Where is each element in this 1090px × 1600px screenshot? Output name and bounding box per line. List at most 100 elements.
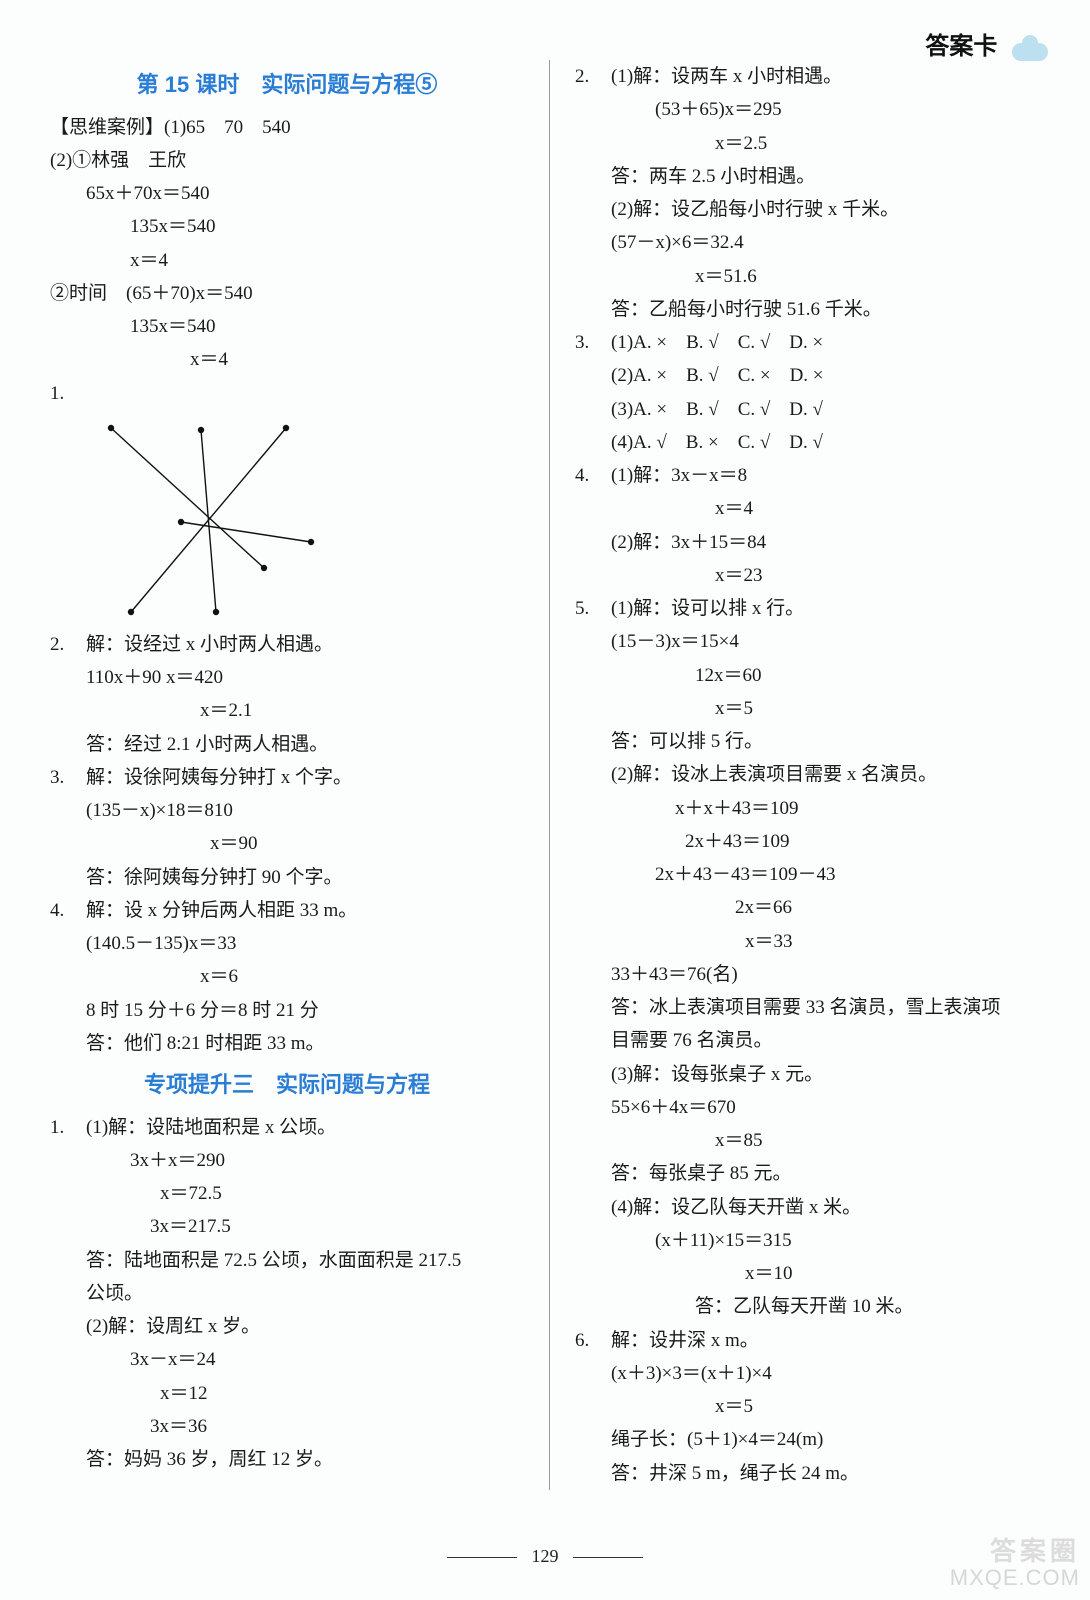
item-number: 4. — [50, 894, 86, 927]
text-line: (2)①林强 王欣 — [50, 144, 524, 177]
answer-line: 答：陆地面积是 72.5 公顷，水面面积是 217.5 — [50, 1244, 524, 1277]
equation-line: x＝12 — [50, 1377, 524, 1410]
equation-line: (15－3)x＝15×4 — [575, 625, 1050, 658]
left-column: 第 15 课时 实际问题与方程⑤ 【思维案例】(1)65 70 540 (2)①… — [50, 60, 550, 1490]
equation-line: (1)解：3x－x＝8 — [611, 459, 1050, 492]
text-line: (2)解：设乙船每小时行驶 x 千米。 — [575, 193, 1050, 226]
equation-line: 135x＝540 — [50, 310, 524, 343]
tf-line: (2)A. × B. √ C. × D. × — [575, 359, 1050, 392]
item-number: 3. — [50, 761, 86, 794]
equation-line: x＝5 — [575, 692, 1050, 725]
answer-line: 答：妈妈 36 岁，周红 12 岁。 — [50, 1443, 524, 1476]
section-title-2: 专项提升三 实际问题与方程 — [50, 1066, 524, 1105]
text-line: 解：设经过 x 小时两人相遇。 — [86, 628, 524, 661]
answer-line: 答：冰上表演项目需要 33 名演员，雪上表演项 — [575, 991, 1050, 1024]
item-number: 2. — [50, 628, 86, 661]
item-number: 1. — [50, 377, 86, 410]
equation-line: 绳子长：(5＋1)×4＝24(m) — [575, 1423, 1050, 1456]
question-3: 3. 解：设徐阿姨每分钟打 x 个字。 — [50, 761, 524, 794]
cloud-icon — [1010, 35, 1050, 61]
equation-line: x＝4 — [50, 343, 524, 376]
equation-line: 3x－x＝24 — [50, 1343, 524, 1376]
siwei-line: 【思维案例】(1)65 70 540 — [50, 111, 524, 144]
item-number: 4. — [575, 459, 611, 492]
answer-line: 答：井深 5 m，绳子长 24 m。 — [575, 1457, 1050, 1490]
equation-line: 12x＝60 — [575, 659, 1050, 692]
answer-line: 答：可以排 5 行。 — [575, 725, 1050, 758]
equation-line: 33＋43＝76(名) — [575, 958, 1050, 991]
equation-line: (57－x)×6＝32.4 — [575, 226, 1050, 259]
question-1: 1. — [50, 377, 524, 410]
dash-icon — [573, 1557, 643, 1558]
equation-line: (53＋65)x＝295 — [575, 93, 1050, 126]
matching-diagram — [86, 414, 346, 624]
page-footer: 129 — [0, 1541, 1090, 1573]
text-line: (1)解：设可以排 x 行。 — [611, 592, 1050, 625]
r-question-3: 3. (1)A. × B. √ C. √ D. × — [575, 326, 1050, 359]
watermark: 答案圈 MXQE.COM — [950, 1537, 1080, 1590]
equation-line: x＝6 — [50, 960, 524, 993]
equation-line: 135x＝540 — [50, 210, 524, 243]
equation-line: (2)解：3x＋15＝84 — [575, 526, 1050, 559]
equation-line: 110x＋90 x＝420 — [50, 661, 524, 694]
r-question-6: 6. 解：设井深 x m。 — [575, 1324, 1050, 1357]
item-number: 3. — [575, 326, 611, 359]
equation-line: x＝2.1 — [50, 694, 524, 727]
equation-line: 3x＋x＝290 — [50, 1144, 524, 1177]
answer-line: 答：乙船每小时行驶 51.6 千米。 — [575, 293, 1050, 326]
item-number: 6. — [575, 1324, 611, 1357]
watermark-bottom: MXQE.COM — [950, 1566, 1080, 1590]
header-label: 答案卡 — [925, 33, 997, 60]
tf-line: (1)A. × B. √ C. √ D. × — [611, 326, 1050, 359]
answer-line: 答：徐阿姨每分钟打 90 个字。 — [50, 861, 524, 894]
text-line: 解：设井深 x m。 — [611, 1324, 1050, 1357]
equation-line: x＝72.5 — [50, 1177, 524, 1210]
text-line: (4)解：设乙队每天开凿 x 米。 — [575, 1191, 1050, 1224]
question-2: 2. 解：设经过 x 小时两人相遇。 — [50, 628, 524, 661]
dash-icon — [447, 1557, 517, 1558]
tf-line: (4)A. √ B. × C. √ D. √ — [575, 426, 1050, 459]
watermark-top: 答案圈 — [950, 1537, 1080, 1566]
p-question-1: 1. (1)解：设陆地面积是 x 公顷。 — [50, 1111, 524, 1144]
equation-line: x＝10 — [575, 1257, 1050, 1290]
answer-line: 答：经过 2.1 小时两人相遇。 — [50, 728, 524, 761]
item-number: 5. — [575, 592, 611, 625]
equation-line: (135－x)×18＝810 — [50, 794, 524, 827]
answer-line: 答：乙队每天开凿 10 米。 — [575, 1290, 1050, 1323]
item-number: 2. — [575, 60, 611, 93]
question-4: 4. 解：设 x 分钟后两人相距 33 m。 — [50, 894, 524, 927]
page-number: 129 — [532, 1546, 559, 1566]
equation-line: 2x＋43－43＝109－43 — [575, 858, 1050, 891]
text-line: (1)解：设陆地面积是 x 公顷。 — [86, 1111, 524, 1144]
equation-line: x＝85 — [575, 1124, 1050, 1157]
tf-line: (3)A. × B. √ C. √ D. √ — [575, 393, 1050, 426]
lesson-title: 第 15 课时 实际问题与方程⑤ — [50, 66, 524, 105]
r-question-5: 5. (1)解：设可以排 x 行。 — [575, 592, 1050, 625]
text-line: ②时间 (65＋70)x＝540 — [50, 277, 524, 310]
equation-line: 8 时 15 分＋6 分＝8 时 21 分 — [50, 994, 524, 1027]
r-question-4: 4. (1)解：3x－x＝8 — [575, 459, 1050, 492]
equation-line: x＝51.6 — [575, 260, 1050, 293]
equation-line: x＝4 — [575, 492, 1050, 525]
answer-line: 答：他们 8:21 时相距 33 m。 — [50, 1027, 524, 1060]
text-line: (3)解：设每张桌子 x 元。 — [575, 1058, 1050, 1091]
item-number: 1. — [50, 1111, 86, 1144]
equation-line: x＝4 — [50, 244, 524, 277]
answer-line: 目需要 76 名演员。 — [575, 1024, 1050, 1057]
text-line: (2)解：设冰上表演项目需要 x 名演员。 — [575, 758, 1050, 791]
equation-line: (x＋3)×3＝(x＋1)×4 — [575, 1357, 1050, 1390]
equation-line: x＝90 — [50, 827, 524, 860]
equation-line: 2x＝66 — [575, 891, 1050, 924]
equation-line: (x＋11)×15＝315 — [575, 1224, 1050, 1257]
equation-line: 3x＝36 — [50, 1410, 524, 1443]
equation-line: 3x＝217.5 — [50, 1210, 524, 1243]
text-line: (2)解：设周红 x 岁。 — [50, 1310, 524, 1343]
equation-line: x＋x＋43＝109 — [575, 792, 1050, 825]
equation-line: 65x＋70x＝540 — [50, 177, 524, 210]
equation-line: x＝33 — [575, 925, 1050, 958]
equation-line: 2x＋43＝109 — [575, 825, 1050, 858]
equation-line: x＝5 — [575, 1390, 1050, 1423]
right-column: 2. (1)解：设两车 x 小时相遇。 (53＋65)x＝295 x＝2.5 答… — [550, 60, 1050, 1490]
text-line: 解：设 x 分钟后两人相距 33 m。 — [86, 894, 524, 927]
page-body: 第 15 课时 实际问题与方程⑤ 【思维案例】(1)65 70 540 (2)①… — [0, 0, 1090, 1540]
